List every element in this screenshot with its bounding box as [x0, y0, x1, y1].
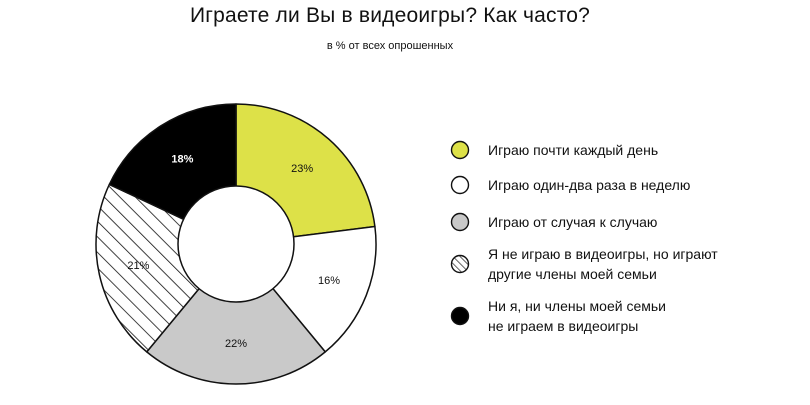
slice-label-3: 22%: [225, 338, 247, 350]
legend-label-4: Я не играю в видеоигры, но играют другие …: [488, 244, 718, 284]
chart-subtitle: в % от всех опрошенных: [326, 40, 454, 52]
donut-hole: [177, 185, 295, 303]
legend-swatch-5: [450, 306, 470, 326]
legend-swatch-1: [450, 140, 470, 160]
legend-item-2: Играю один-два раза в неделю: [450, 175, 690, 195]
legend-swatch-2: [450, 175, 470, 195]
legend-item-5: Ни я, ни члены моей семьи не играем в вид…: [450, 296, 666, 336]
legend-label-line: Я не играю в видеоигры, но играют: [488, 246, 718, 262]
slice-label-2: 16%: [318, 275, 340, 287]
legend-label-3: Играю от случая к случаю: [488, 212, 657, 232]
legend-label-line: Играю почти каждый день: [488, 142, 659, 158]
legend-label-5: Ни я, ни члены моей семьи не играем в вид…: [488, 296, 666, 336]
slice-4: [95, 183, 237, 353]
slice-labels: 23% 16% 22% 21% 18%: [127, 154, 340, 350]
legend-item-4: Я не играю в видеоигры, но играют другие …: [450, 244, 718, 284]
legend-label-line: другие члены моей семьи: [488, 266, 657, 282]
legend-label-line: не играем в видеоигры: [488, 318, 639, 334]
legend-label-2: Играю один-два раза в неделю: [488, 175, 690, 195]
chart-title: Играете ли Вы в видеоигры? Как часто?: [189, 4, 591, 27]
legend-label-line: Играю один-два раза в неделю: [488, 177, 691, 193]
slice-label-4: 21%: [127, 260, 149, 272]
legend-swatch-3: [450, 212, 470, 232]
slice-label-1: 23%: [291, 163, 313, 175]
legend-item-1: Играю почти каждый день: [450, 140, 658, 160]
legend-label-1: Играю почти каждый день: [488, 140, 658, 160]
legend-swatch-4: [450, 254, 470, 274]
legend-item-3: Играю от случая к случаю: [450, 212, 657, 232]
slice-label-5: 18%: [171, 154, 193, 166]
legend-label-line: Играю от случая к случаю: [488, 214, 658, 230]
legend-label-line: Ни я, ни члены моей семьи: [488, 298, 666, 314]
slice-3: [146, 243, 326, 385]
